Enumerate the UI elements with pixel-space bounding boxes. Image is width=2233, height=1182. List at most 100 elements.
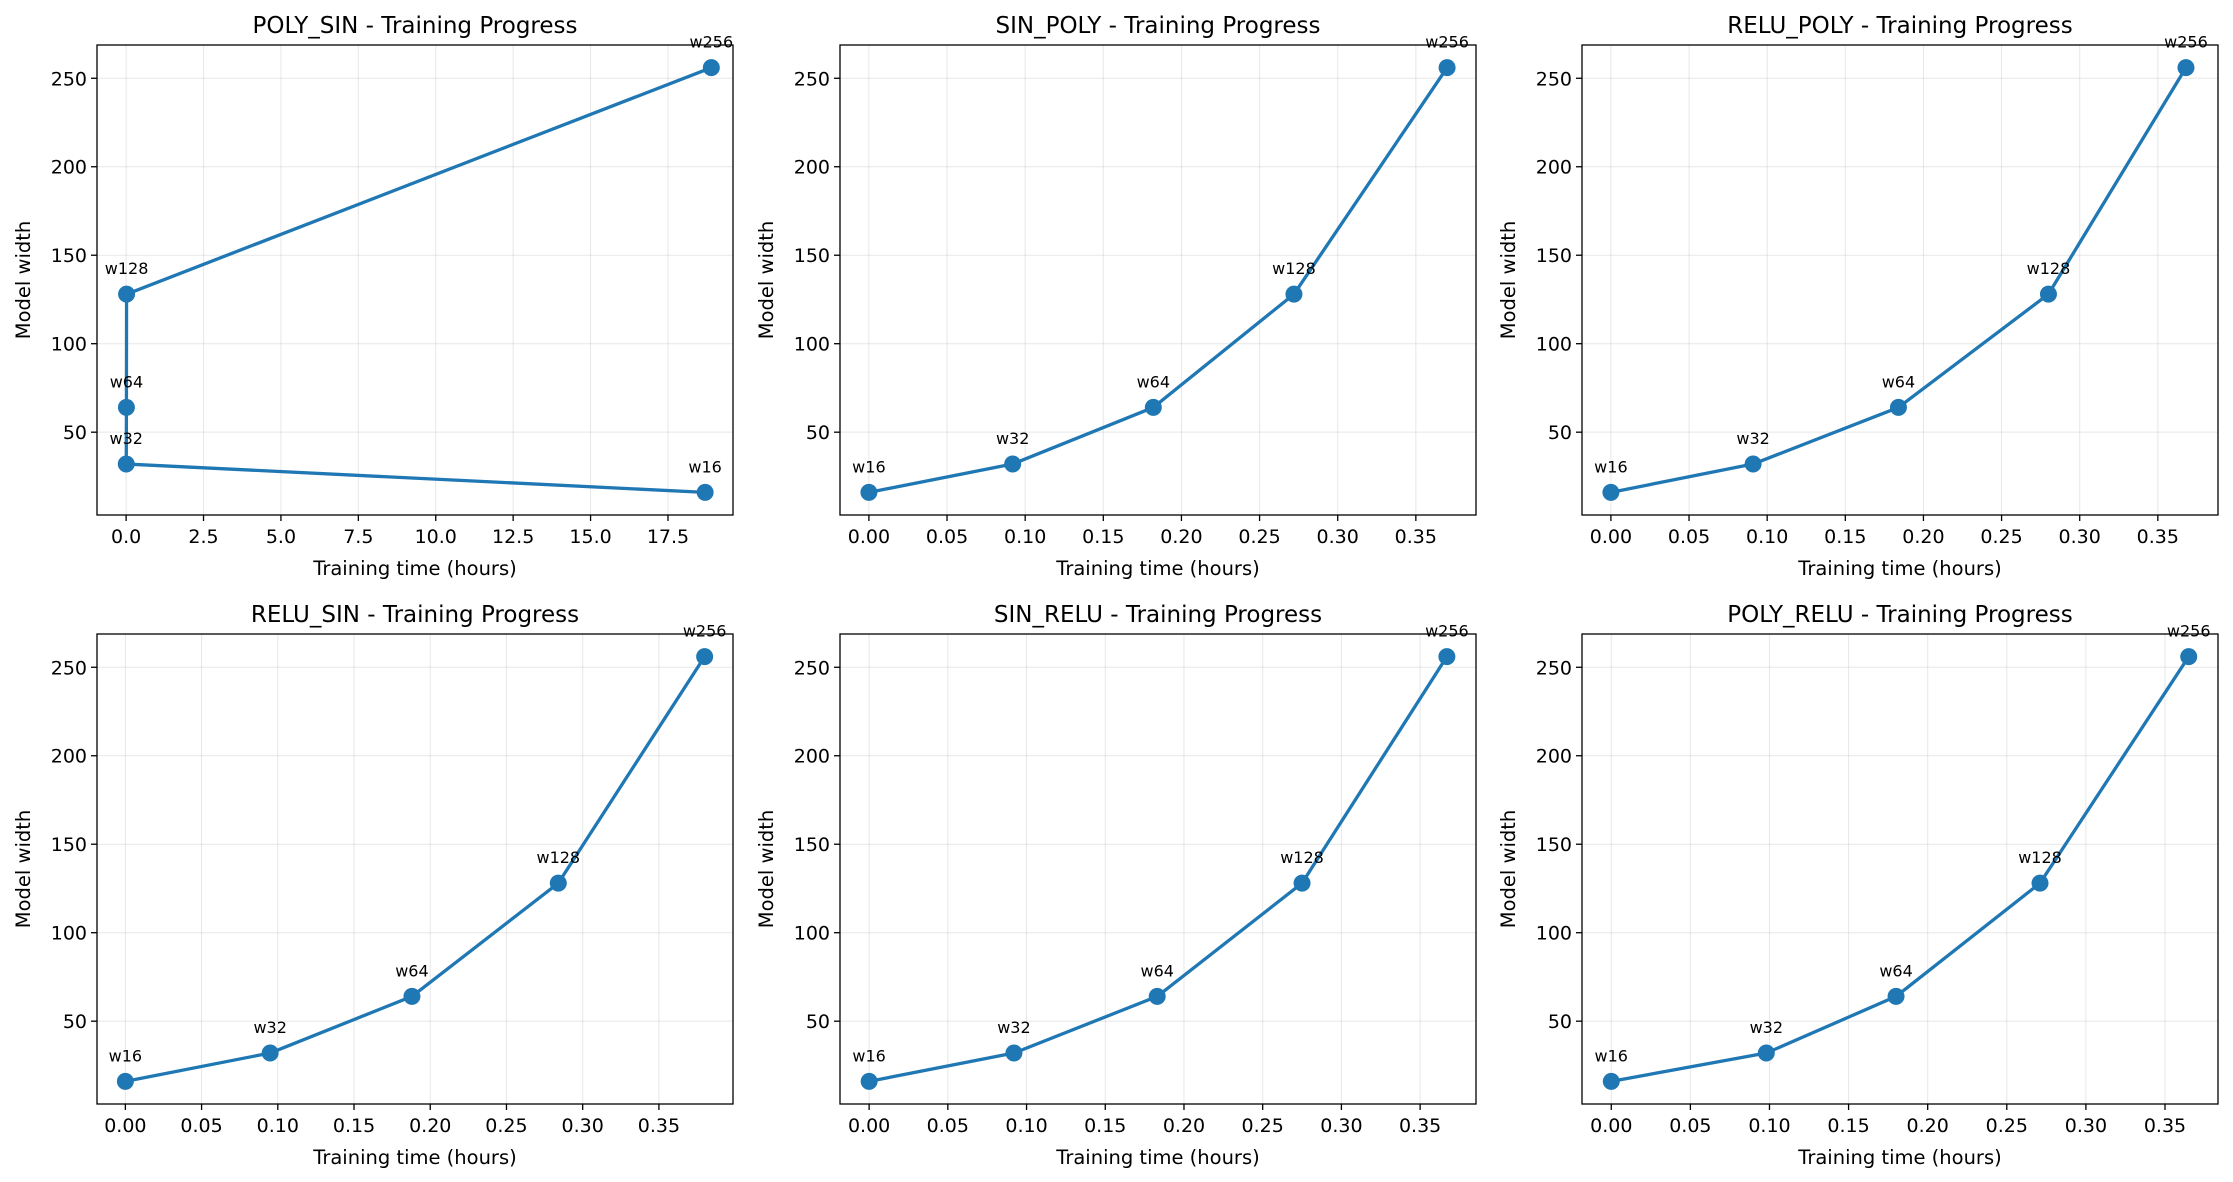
chart-title: POLY_RELU - Training Progress (1727, 602, 2072, 628)
chart-title: SIN_POLY - Training Progress (995, 13, 1320, 39)
data-point (1757, 1044, 1775, 1062)
x-tick-label: 0.35 (1395, 526, 1437, 548)
y-tick-label: 150 (1536, 834, 1572, 856)
x-tick-label: 0.15 (333, 1115, 375, 1137)
y-tick-label: 50 (63, 1011, 87, 1033)
point-label: w256 (690, 33, 734, 52)
series-line (124, 66, 713, 494)
y-tick-label: 50 (806, 1011, 830, 1033)
data-point (860, 1072, 878, 1090)
y-tick-label: 250 (51, 68, 87, 90)
plot-frame (96, 633, 734, 1105)
point-label: w64 (395, 961, 428, 980)
x-tick-label: 0.05 (1669, 1115, 1711, 1137)
x-axis-label: Training time (hours) (312, 1146, 516, 1169)
x-tick-label: 0.25 (1980, 526, 2022, 548)
x-axis-label: Training time (hours) (1797, 1146, 2001, 1169)
subplot-6: 0.00 0.05 0.10 0.15 0.20 0.25 0.30 0.35 50 100 150… (1497, 602, 2219, 1169)
point-label: w64 (1137, 372, 1170, 391)
data-point (696, 483, 714, 501)
point-label: w32 (1736, 429, 1769, 448)
data-point (118, 285, 136, 303)
y-axis-label: Model width (1497, 810, 1520, 929)
x-tick-label: 0.30 (2065, 1115, 2107, 1137)
data-point (1438, 648, 1456, 666)
x-tick-label: 0.0 (111, 526, 141, 548)
y-axis-label: Model width (12, 810, 35, 929)
data-point (403, 987, 421, 1005)
y-tick-label: 50 (1548, 1011, 1572, 1033)
x-tick-label: 0.30 (2059, 526, 2101, 548)
x-tick-label: 0.05 (926, 526, 968, 548)
point-label: w64 (1879, 961, 1912, 980)
point-label: w64 (1140, 961, 1173, 980)
data-point (1889, 398, 1907, 416)
x-tick-label: 0.00 (1590, 1115, 1632, 1137)
point-label: w16 (109, 1046, 142, 1065)
chart-title: RELU_POLY - Training Progress (1727, 13, 2072, 39)
y-tick-label: 200 (1536, 746, 1572, 768)
x-tick-label: 12.5 (492, 526, 534, 548)
data-point (702, 59, 720, 77)
data-point (1293, 874, 1311, 892)
y-tick-label: 150 (51, 834, 87, 856)
y-tick-label: 150 (51, 245, 87, 267)
x-axis-label: Training time (hours) (1797, 557, 2001, 580)
y-tick-label: 200 (51, 157, 87, 179)
point-label: w16 (688, 457, 721, 476)
subplot-5: 0.00 0.05 0.10 0.15 0.20 0.25 0.30 0.35 50 100 150… (755, 602, 1477, 1169)
x-tick-label: 0.15 (1084, 1115, 1126, 1137)
y-tick-label: 50 (806, 422, 830, 444)
point-label: w32 (996, 429, 1029, 448)
y-tick-label: 150 (1536, 245, 1572, 267)
y-tick-label: 100 (794, 923, 830, 945)
x-tick-label: 0.30 (562, 1115, 604, 1137)
data-point (1005, 1044, 1023, 1062)
point-label: w32 (1750, 1018, 1783, 1037)
x-tick-label: 0.10 (1004, 526, 1046, 548)
y-axis-label: Model width (755, 810, 778, 929)
x-tick-label: 0.10 (1748, 1115, 1790, 1137)
y-tick-label: 250 (794, 657, 830, 679)
subplot-1: 0.0 2.5 5.0 7.5 10.0 12.5 15.0 17.5 50 100 150 200 2… (12, 13, 734, 580)
subplot-2: 0.00 0.05 0.10 0.15 0.20 0.25 0.30 0.35 50 100 150… (755, 13, 1477, 580)
x-tick-label: 0.15 (1827, 1115, 1869, 1137)
data-point (261, 1044, 279, 1062)
point-label: w128 (1280, 848, 1324, 867)
y-tick-label: 200 (1536, 157, 1572, 179)
data-point (696, 648, 714, 666)
data-point (1285, 285, 1303, 303)
x-tick-label: 0.00 (104, 1115, 146, 1137)
x-tick-label: 0.30 (1320, 1115, 1362, 1137)
point-label: w64 (1882, 372, 1915, 391)
x-tick-label: 0.00 (1590, 526, 1632, 548)
point-label: w256 (1425, 622, 1469, 641)
data-point (1602, 1072, 1620, 1090)
x-tick-label: 0.35 (638, 1115, 680, 1137)
y-tick-label: 100 (51, 334, 87, 356)
data-point (1438, 59, 1456, 77)
data-point (117, 398, 135, 416)
data-point (1602, 483, 1620, 501)
x-tick-label: 2.5 (188, 526, 218, 548)
x-tick-label: 10.0 (415, 526, 457, 548)
point-label: w128 (2027, 259, 2071, 278)
x-tick-label: 0.20 (1907, 1115, 1949, 1137)
plot-frame (96, 44, 734, 516)
x-tick-label: 0.20 (1163, 1115, 1205, 1137)
y-tick-label: 250 (1536, 68, 1572, 90)
point-label: w16 (852, 1046, 885, 1065)
chart-title: RELU_SIN - Training Progress (251, 602, 579, 628)
y-tick-label: 150 (794, 245, 830, 267)
y-tick-label: 50 (1548, 422, 1572, 444)
y-axis-label: Model width (755, 221, 778, 340)
y-tick-label: 100 (1536, 923, 1572, 945)
x-tick-label: 0.20 (409, 1115, 451, 1137)
point-label: w128 (105, 259, 149, 278)
point-label: w32 (110, 429, 143, 448)
point-label: w256 (2167, 622, 2211, 641)
plot-frame (1581, 633, 2219, 1105)
plot-frame (839, 633, 1477, 1105)
point-label: w32 (997, 1018, 1030, 1037)
y-tick-label: 100 (794, 334, 830, 356)
